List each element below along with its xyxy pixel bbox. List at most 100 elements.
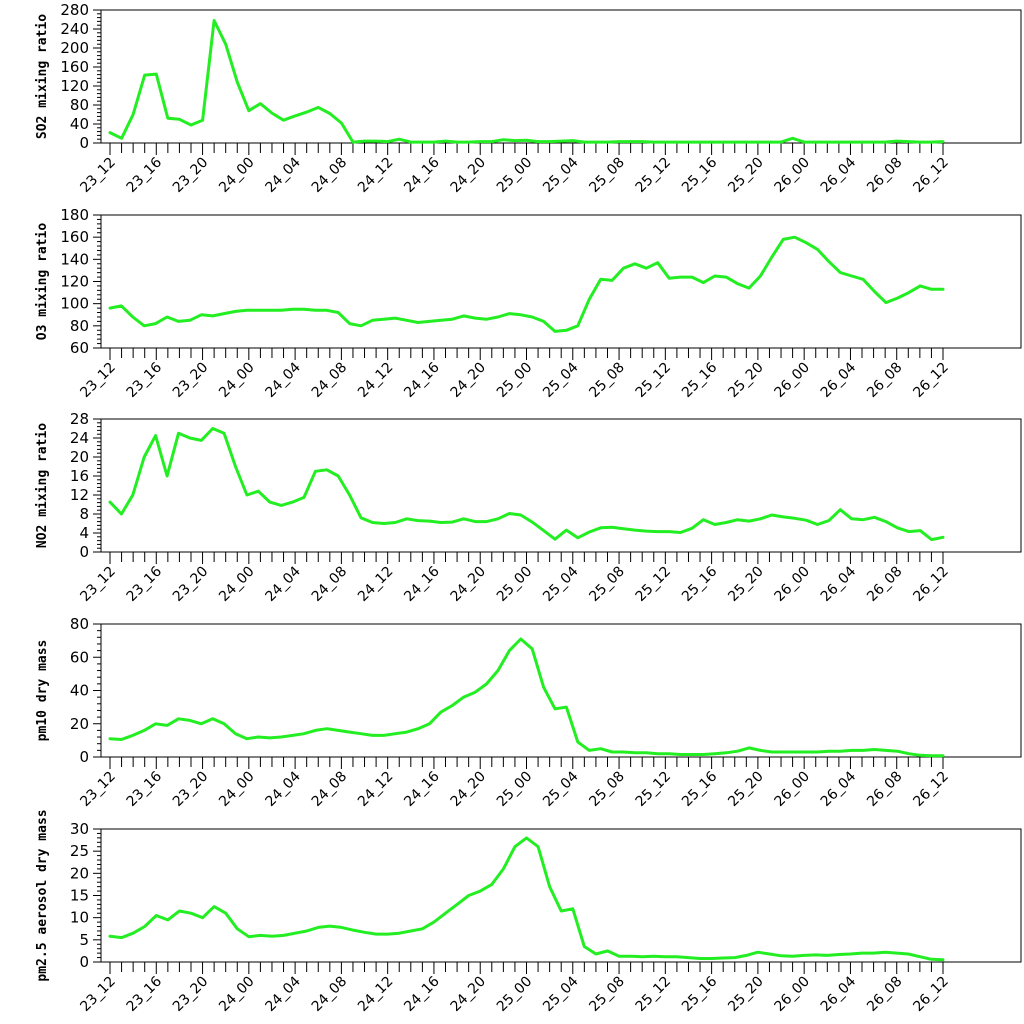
x-tick-label: 23_12: [77, 769, 118, 810]
x-tick-label: 24_16: [401, 973, 443, 1015]
x-tick-label: 24_00: [216, 360, 257, 401]
x-tick-label: 24_12: [355, 155, 396, 196]
y-tick-label: 140: [60, 250, 89, 268]
series-line: [108, 637, 945, 758]
x-tick-label: 25_04: [540, 154, 582, 196]
x-tick-label: 23_16: [124, 768, 166, 810]
x-tick-label: 26_04: [818, 154, 860, 196]
x-tick-label: 25_16: [679, 563, 721, 605]
y-axis-label: NO2 mixing ratio: [35, 423, 50, 548]
y-tick-label: 240: [60, 20, 89, 38]
x-tick-label: 23_12: [77, 155, 118, 196]
x-tick-label: 26_12: [910, 974, 951, 1015]
x-tick-label: 24_08: [309, 974, 350, 1015]
x-tick-label: 24_16: [401, 359, 443, 401]
x-tick-label: 25_00: [494, 564, 535, 605]
y-tick-label: 160: [60, 228, 89, 246]
y-tick-label: 0: [79, 953, 89, 971]
y-tick-label: 28: [70, 410, 89, 428]
y-tick-label: 40: [70, 115, 89, 133]
x-tick-label: 23_20: [170, 155, 211, 196]
x-tick-label: 23_20: [170, 360, 211, 401]
x-tick-label: 24_08: [309, 155, 350, 196]
x-tick-label: 24_16: [401, 563, 443, 605]
y-axis-label: pm2.5 aerosol dry mass: [35, 809, 50, 981]
x-tick-label: 25_04: [540, 973, 582, 1015]
x-tick-label: 25_16: [679, 359, 721, 401]
x-tick-label: 25_08: [586, 564, 627, 605]
x-tick-label: 24_20: [448, 360, 489, 401]
y-tick-label: 100: [60, 295, 89, 313]
x-tick-label: 24_12: [355, 769, 396, 810]
plot-frame: [100, 9, 1022, 144]
x-tick-label: 25_08: [586, 360, 627, 401]
x-tick-label: 24_08: [309, 769, 350, 810]
y-tick-label: 40: [70, 682, 89, 700]
plot-frame: [100, 418, 1022, 553]
plot-frame: [100, 623, 1022, 758]
x-tick-label: 24_20: [448, 155, 489, 196]
x-tick-label: 25_20: [725, 974, 766, 1015]
x-tick-label: 23_20: [170, 974, 211, 1015]
x-tick-label: 25_12: [633, 974, 674, 1015]
x-tick-label: 23_16: [124, 154, 166, 196]
x-tick-label: 24_20: [448, 974, 489, 1015]
x-tick-label: 24_00: [216, 564, 257, 605]
x-tick-label: 26_04: [818, 563, 860, 605]
x-tick-label: 26_08: [864, 769, 905, 810]
x-tick-label: 24_16: [401, 768, 443, 810]
y-tick-label: 120: [60, 273, 89, 291]
x-tick-label: 26_04: [818, 768, 860, 810]
y-tick-label: 180: [60, 206, 89, 224]
x-tick-label: 26_12: [910, 155, 951, 196]
x-tick-label: 26_04: [818, 973, 860, 1015]
y-tick-label: 0: [79, 543, 89, 561]
x-tick-label: 26_00: [772, 360, 813, 401]
x-tick-label: 24_12: [355, 360, 396, 401]
x-tick-label: 25_12: [633, 769, 674, 810]
y-tick-label: 80: [70, 317, 89, 335]
x-tick-label: 24_04: [262, 563, 304, 605]
x-tick-label: 23_16: [124, 973, 166, 1015]
y-tick-label: 20: [70, 864, 89, 882]
y-axis-label: SO2 mixing ratio: [35, 14, 50, 139]
x-tick-label: 25_20: [725, 360, 766, 401]
y-tick-label: 60: [70, 648, 89, 666]
y-tick-label: 8: [79, 505, 89, 523]
y-tick-label: 20: [70, 715, 89, 733]
y-tick-label: 0: [79, 748, 89, 766]
y-tick-label: 25: [70, 842, 89, 860]
y-tick-label: 12: [70, 486, 89, 504]
x-tick-label: 24_08: [309, 360, 350, 401]
x-tick-label: 24_00: [216, 974, 257, 1015]
x-tick-label: 25_04: [540, 563, 582, 605]
series-line: [108, 836, 945, 962]
x-tick-label: 23_16: [124, 359, 166, 401]
x-tick-label: 24_12: [355, 564, 396, 605]
x-tick-label: 23_20: [170, 769, 211, 810]
x-tick-label: 26_08: [864, 155, 905, 196]
x-tick-label: 24_16: [401, 154, 443, 196]
x-tick-label: 24_12: [355, 974, 396, 1015]
x-tick-label: 26_00: [772, 564, 813, 605]
x-tick-label: 25_12: [633, 155, 674, 196]
plot-frame: [100, 828, 1022, 963]
x-tick-label: 24_04: [262, 768, 304, 810]
y-tick-label: 10: [70, 909, 89, 927]
x-tick-label: 25_16: [679, 768, 721, 810]
x-tick-label: 25_20: [725, 564, 766, 605]
x-tick-label: 24_00: [216, 155, 257, 196]
x-tick-label: 25_08: [586, 769, 627, 810]
x-tick-label: 25_08: [586, 155, 627, 196]
x-tick-label: 25_16: [679, 973, 721, 1015]
x-tick-label: 26_08: [864, 360, 905, 401]
y-tick-label: 200: [60, 39, 89, 57]
x-tick-label: 24_00: [216, 769, 257, 810]
x-tick-label: 26_12: [910, 564, 951, 605]
x-tick-label: 26_00: [772, 974, 813, 1015]
x-tick-label: 25_04: [540, 359, 582, 401]
y-tick-label: 80: [70, 96, 89, 114]
